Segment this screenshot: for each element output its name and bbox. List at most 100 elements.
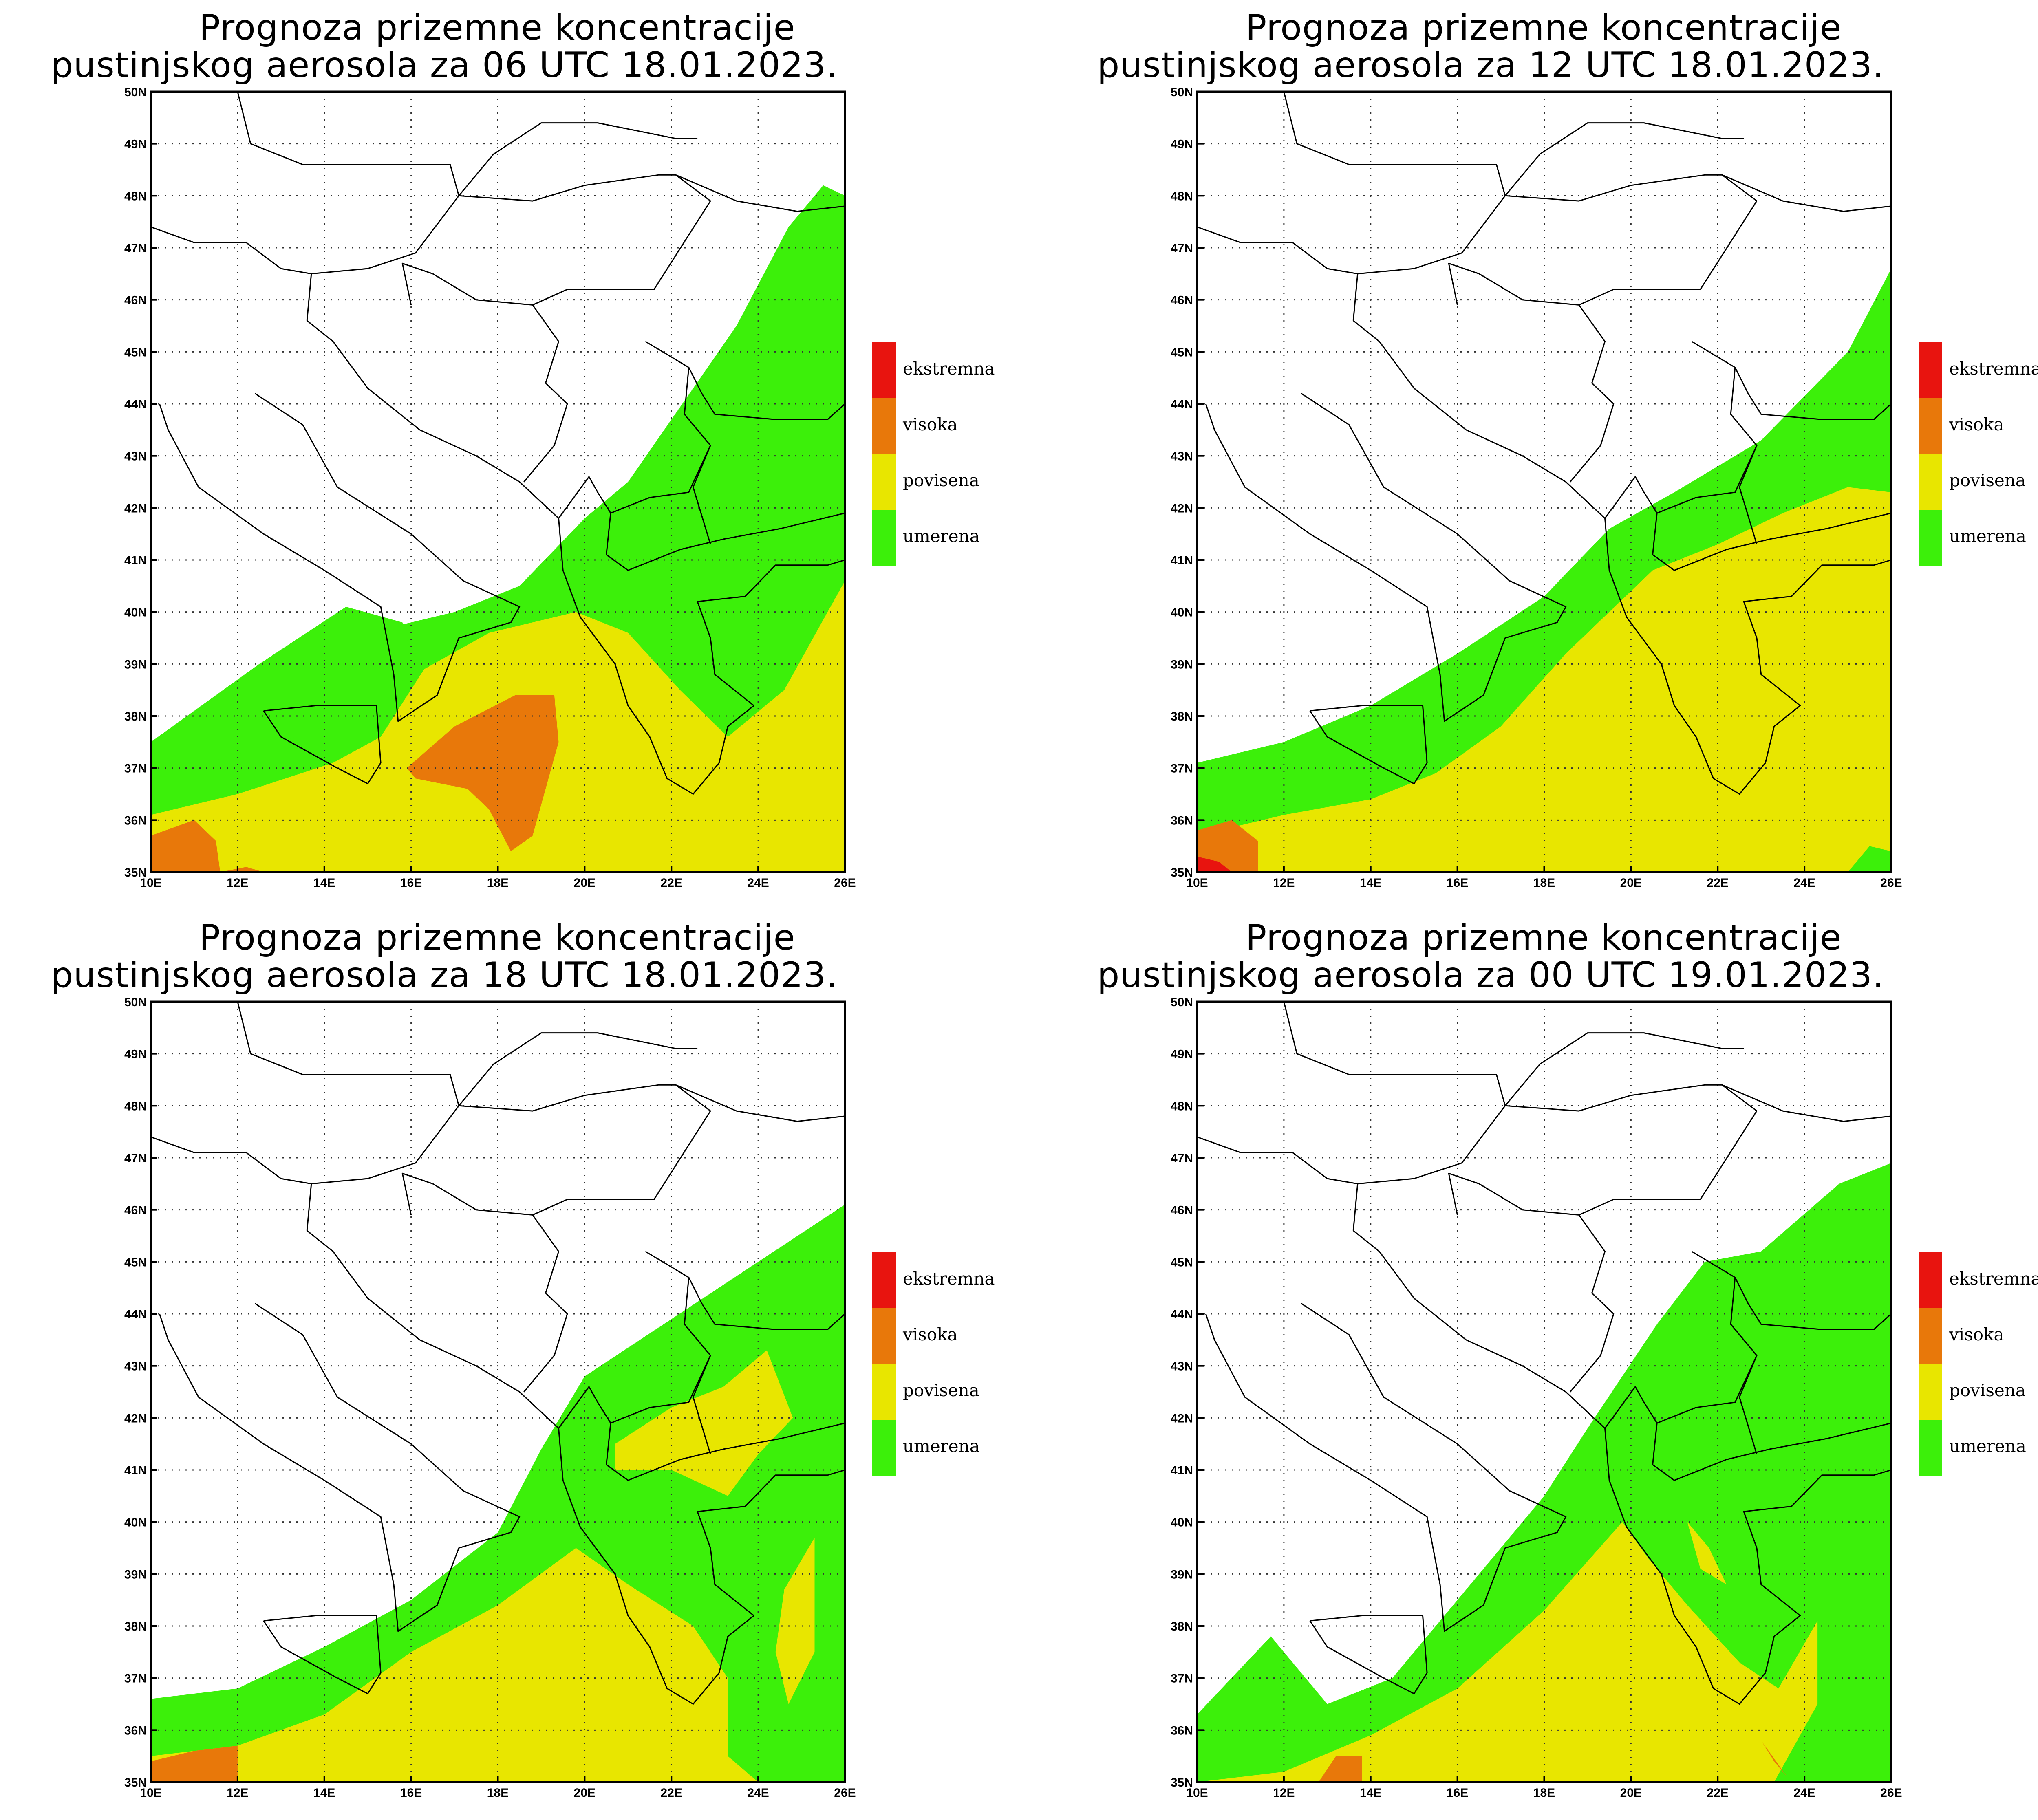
lon-tick-label: 10E	[1186, 1786, 1208, 1800]
lat-tick-label: 35N	[124, 866, 147, 879]
lat-tick-label: 40N	[124, 1516, 147, 1529]
lat-tick-label: 42N	[1171, 502, 1193, 515]
border-line	[1353, 320, 1891, 795]
legend-item-umerena: umerena	[1919, 1420, 2038, 1476]
border-line	[237, 1002, 460, 1106]
border-line	[1205, 1303, 1567, 1632]
border-line	[151, 226, 312, 321]
legend-item-povisena: povisena	[872, 454, 1068, 510]
lon-tick-label: 10E	[1186, 876, 1208, 890]
legend-swatch	[872, 1252, 896, 1308]
lon-tick-label: 12E	[1273, 1786, 1295, 1800]
border-line	[307, 320, 845, 795]
country-borders	[151, 1002, 845, 1705]
border-line	[432, 1183, 568, 1393]
lat-tick-label: 44N	[1171, 1308, 1193, 1321]
lon-tick-label: 26E	[834, 1786, 856, 1800]
legend-swatch	[872, 1364, 896, 1420]
lat-tick-label: 42N	[1171, 1412, 1193, 1425]
lat-tick-label: 35N	[124, 1776, 147, 1789]
lat-tick-label: 43N	[1171, 450, 1193, 463]
border-line	[1309, 1615, 1428, 1694]
legend-label: povisena	[1949, 470, 2026, 490]
legend-swatch	[872, 454, 896, 510]
lat-tick-label: 41N	[124, 554, 147, 567]
country-borders	[151, 92, 845, 795]
lat-tick-label: 35N	[1171, 866, 1193, 879]
border-line	[151, 1136, 312, 1231]
legend-label: umerena	[1949, 526, 2026, 546]
legend-item-visoka: visoka	[872, 398, 1068, 454]
border-line	[401, 262, 433, 305]
concentration-region	[1197, 856, 1232, 872]
lat-tick-label: 44N	[1171, 398, 1193, 411]
country-borders	[1197, 1002, 1891, 1705]
concentration-region	[615, 1350, 793, 1496]
lat-tick-label: 36N	[124, 1724, 147, 1737]
panel-title-line1: Prognoza prizemne koncentracije	[199, 7, 796, 48]
lat-tick-label: 49N	[124, 1048, 147, 1061]
legend-item-ekstremna: ekstremna	[1919, 342, 2038, 398]
legend-item-umerena: umerena	[872, 1420, 1068, 1476]
lon-tick-label: 16E	[1447, 1786, 1468, 1800]
legend-item-povisena: povisena	[1919, 454, 2038, 510]
lon-tick-label: 22E	[661, 876, 682, 890]
axis-ticks: 10E 12E 14E 16E 18E 20E 22E 24E 26E 35N 36N 37N 38N 3…	[1171, 86, 1902, 890]
dust-concentration-map: 10E 12E 14E 16E 18E 20E 22E 24E 26E 35N 36N 37N 38N 3…	[1171, 996, 1902, 1800]
concentration-region	[1197, 487, 1891, 872]
border-line	[558, 476, 611, 519]
border-line	[1357, 1084, 1758, 1216]
dust-concentration-map: 10E 12E 14E 16E 18E 20E 22E 24E 26E 35N 36N 37N 38N 3…	[1171, 86, 1902, 890]
lon-tick-label: 12E	[1273, 876, 1295, 890]
legend-swatch	[872, 1420, 896, 1476]
panel-title-line2: pustinjskog aerosola za 06 UTC 18.01.202…	[51, 45, 838, 86]
legend-label: povisena	[1949, 1380, 2026, 1400]
lon-tick-label: 18E	[1533, 1786, 1555, 1800]
lat-tick-label: 40N	[1171, 606, 1193, 619]
lon-tick-label: 22E	[661, 1786, 682, 1800]
lat-tick-label: 37N	[1171, 1672, 1193, 1686]
border-line	[1722, 174, 1891, 212]
concentration-region	[1197, 1522, 1818, 1782]
legend-label: ekstremna	[903, 359, 995, 379]
legend-item-umerena: umerena	[1919, 510, 2038, 566]
lon-tick-label: 24E	[747, 1786, 769, 1800]
border-line	[688, 367, 845, 420]
lat-tick-label: 40N	[1171, 1516, 1193, 1529]
lon-tick-label: 14E	[313, 1786, 335, 1800]
panel-title-line1: Prognoza prizemne koncentracije	[1245, 7, 1842, 48]
lat-tick-label: 43N	[124, 450, 147, 463]
legend-swatch	[1919, 342, 1942, 398]
border-line	[1652, 1251, 1891, 1481]
legend-item-umerena: umerena	[872, 510, 1068, 566]
legend-swatch	[1919, 510, 1942, 566]
panel-title-line1: Prognoza prizemne koncentracije	[1245, 917, 1842, 958]
panel-title-line2: pustinjskog aerosola za 12 UTC 18.01.202…	[1097, 45, 1884, 86]
lat-tick-label: 47N	[1171, 1152, 1193, 1165]
legend-swatch	[1919, 1252, 1942, 1308]
lon-tick-label: 26E	[1880, 876, 1902, 890]
legend-label: ekstremna	[903, 1269, 995, 1289]
border-line	[675, 174, 845, 212]
border-line	[1604, 476, 1658, 519]
lat-tick-label: 45N	[124, 1256, 147, 1269]
border-line	[1739, 445, 1758, 545]
lat-tick-label: 47N	[124, 1152, 147, 1165]
lat-tick-label: 50N	[1171, 86, 1193, 99]
border-line	[1479, 1183, 1615, 1393]
legend-item-ekstremna: ekstremna	[872, 1252, 1068, 1308]
border-line	[263, 1615, 382, 1694]
lon-tick-label: 20E	[1620, 876, 1642, 890]
country-borders	[1197, 92, 1891, 795]
legend-item-visoka: visoka	[872, 1308, 1068, 1364]
border-line	[311, 174, 711, 306]
legend-swatch	[872, 398, 896, 454]
lat-tick-label: 39N	[124, 658, 147, 671]
concentration-region	[151, 820, 264, 872]
legend-swatch	[1919, 1420, 1942, 1476]
concentration-region	[151, 606, 416, 779]
lat-tick-label: 41N	[1171, 1464, 1193, 1477]
border-line	[1504, 122, 1744, 196]
concentration-region	[1197, 1163, 1891, 1782]
lat-tick-label: 37N	[1171, 762, 1193, 776]
